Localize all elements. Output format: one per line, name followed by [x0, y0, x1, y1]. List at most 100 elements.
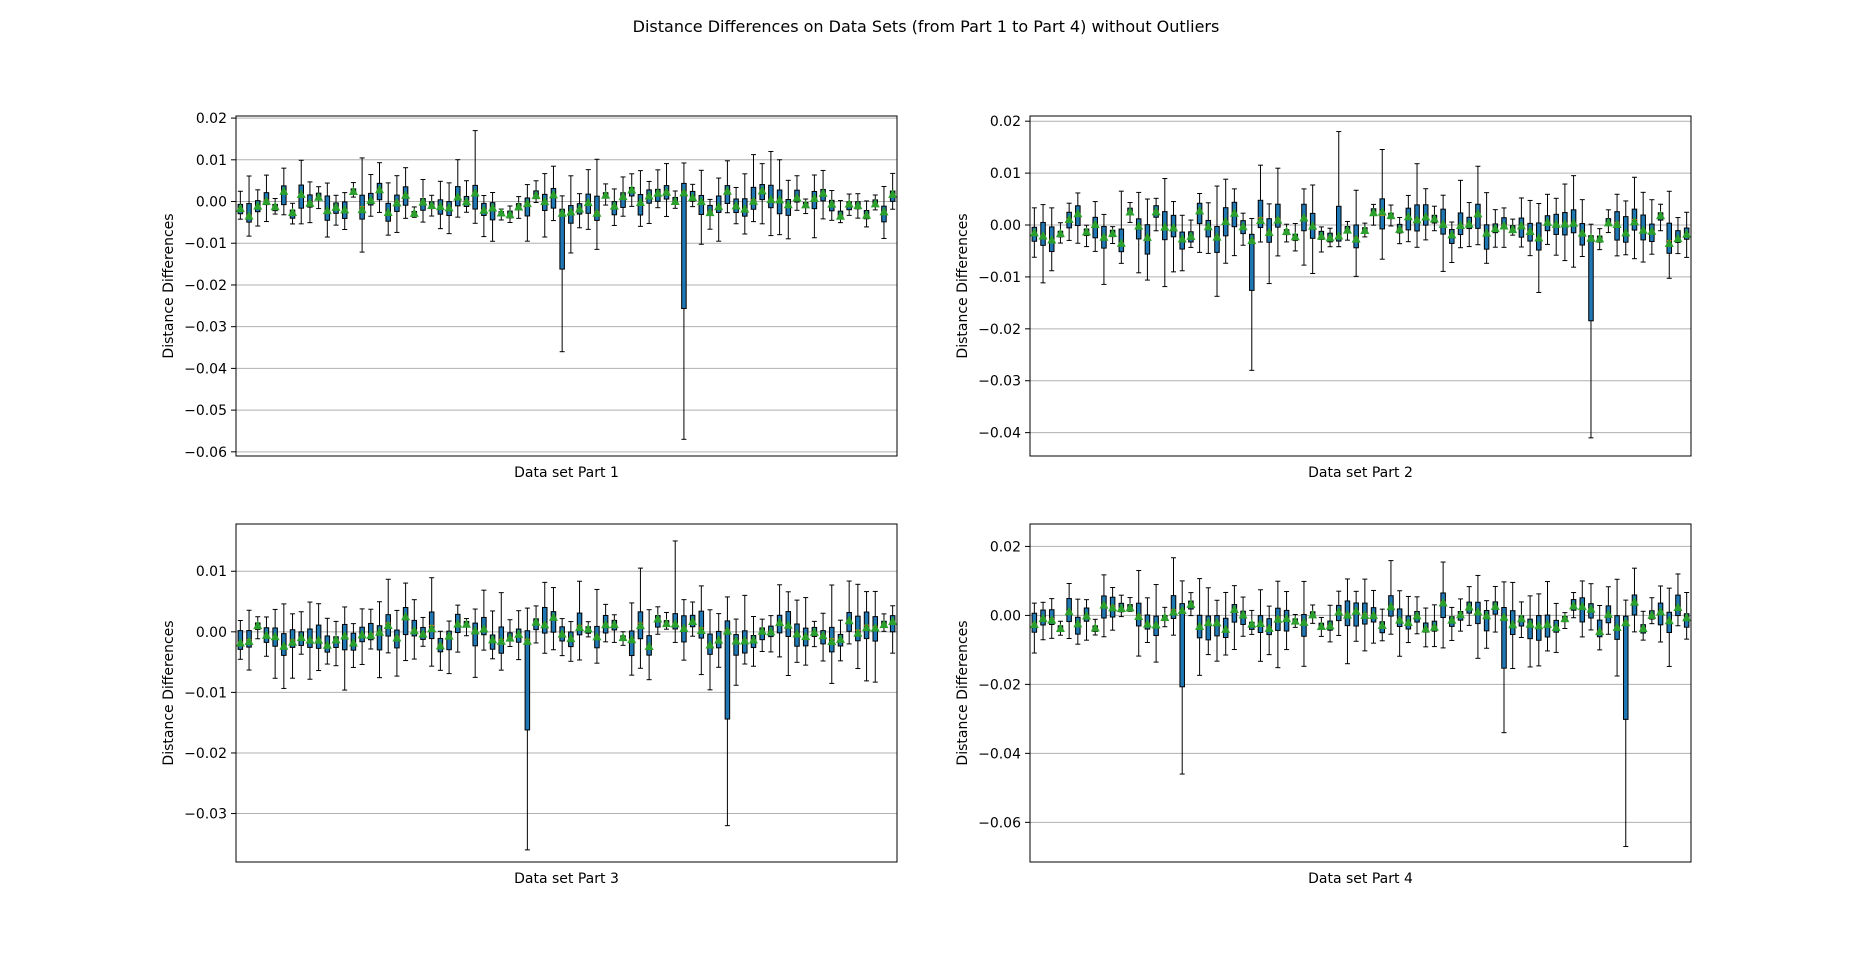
mean-marker — [853, 628, 863, 637]
box-34 — [1316, 616, 1326, 637]
box-54 — [1490, 209, 1500, 248]
box-9 — [305, 181, 315, 224]
box-46 — [627, 173, 637, 207]
mean-marker — [322, 640, 332, 649]
mean-marker — [1047, 235, 1057, 244]
box-40 — [1369, 589, 1379, 644]
box-47 — [635, 567, 645, 669]
box-47 — [1429, 604, 1439, 648]
box-51 — [1464, 202, 1474, 248]
mean-marker — [235, 637, 245, 647]
mean-marker — [331, 202, 341, 211]
mean-marker — [1560, 219, 1570, 228]
box-6 — [1073, 192, 1083, 244]
box-75 — [1673, 573, 1683, 627]
box-70 — [1629, 567, 1639, 633]
box-52 — [1473, 165, 1483, 246]
box-47 — [1429, 205, 1439, 232]
box-13 — [1134, 570, 1144, 657]
mean-marker — [670, 196, 680, 205]
mean-marker — [1412, 214, 1422, 224]
mean-marker — [1438, 219, 1448, 228]
y-tick-label: −0.06 — [978, 815, 1021, 831]
mean-marker — [305, 198, 315, 207]
box-66 — [801, 597, 811, 666]
mean-marker — [1334, 606, 1344, 616]
mean-marker — [1082, 226, 1092, 236]
box-64 — [1577, 580, 1587, 638]
mean-marker — [1682, 229, 1692, 238]
mean-marker — [1534, 620, 1544, 630]
box-73 — [1656, 203, 1666, 232]
box-35 — [531, 180, 541, 204]
box-75 — [879, 185, 889, 239]
box-33 — [514, 196, 524, 219]
box-6 — [279, 603, 289, 689]
mean-marker — [548, 189, 558, 199]
y-tick-label: −0.03 — [184, 807, 227, 823]
box-42 — [592, 588, 602, 664]
box-53 — [688, 183, 698, 208]
y-tick-label: −0.02 — [184, 278, 227, 294]
mean-marker — [1647, 610, 1657, 619]
box-11 — [1116, 594, 1126, 618]
box-38 — [557, 618, 567, 657]
mean-marker — [662, 618, 672, 628]
mean-marker — [322, 205, 332, 215]
box-45 — [618, 176, 628, 217]
mean-marker — [1299, 617, 1309, 626]
box-52 — [679, 162, 689, 440]
mean-marker — [392, 632, 402, 642]
mean-marker — [705, 207, 715, 217]
mean-marker — [1212, 617, 1222, 627]
box-36 — [540, 173, 550, 238]
box-31 — [1290, 613, 1300, 628]
box-70 — [1629, 176, 1639, 260]
mean-marker — [888, 616, 898, 625]
box-65 — [792, 175, 802, 211]
mean-marker — [1360, 610, 1370, 619]
mean-marker — [340, 204, 350, 214]
mean-marker — [783, 620, 793, 629]
mean-marker — [644, 191, 654, 200]
mean-marker — [1125, 602, 1135, 612]
box-27 — [1255, 589, 1265, 662]
box-25 — [1238, 212, 1248, 246]
mean-marker — [296, 632, 306, 642]
box-38 — [1351, 189, 1361, 277]
box-35 — [1325, 604, 1335, 643]
box-72 — [853, 193, 863, 219]
box-69 — [827, 584, 837, 684]
box-73 — [862, 200, 872, 228]
box-4 — [1055, 620, 1065, 636]
box-body — [1335, 205, 1342, 242]
mean-marker — [827, 199, 837, 208]
box-body — [1249, 233, 1255, 291]
box-29 — [479, 589, 489, 651]
mean-marker — [1656, 606, 1666, 616]
mean-marker — [253, 620, 263, 630]
mean-marker — [662, 187, 672, 196]
mean-marker — [748, 196, 758, 205]
box-41 — [1377, 148, 1387, 260]
y-tick-label: −0.05 — [184, 403, 227, 419]
box-20 — [1195, 192, 1205, 253]
box-58 — [731, 618, 741, 686]
box-44 — [609, 614, 619, 643]
box-body — [1501, 606, 1507, 669]
box-57 — [722, 160, 732, 214]
mean-marker — [566, 633, 576, 643]
box-53 — [1482, 192, 1492, 264]
mean-marker — [705, 639, 715, 649]
box-49 — [653, 606, 663, 635]
mean-marker — [653, 614, 663, 623]
box-73 — [862, 591, 872, 682]
box-body — [550, 611, 557, 633]
mean-marker — [261, 630, 271, 639]
box-45 — [1412, 596, 1422, 635]
mean-marker — [1673, 233, 1683, 243]
mean-marker — [1108, 228, 1118, 238]
box-18 — [383, 182, 393, 236]
mean-marker — [870, 198, 880, 208]
box-72 — [1647, 199, 1657, 255]
